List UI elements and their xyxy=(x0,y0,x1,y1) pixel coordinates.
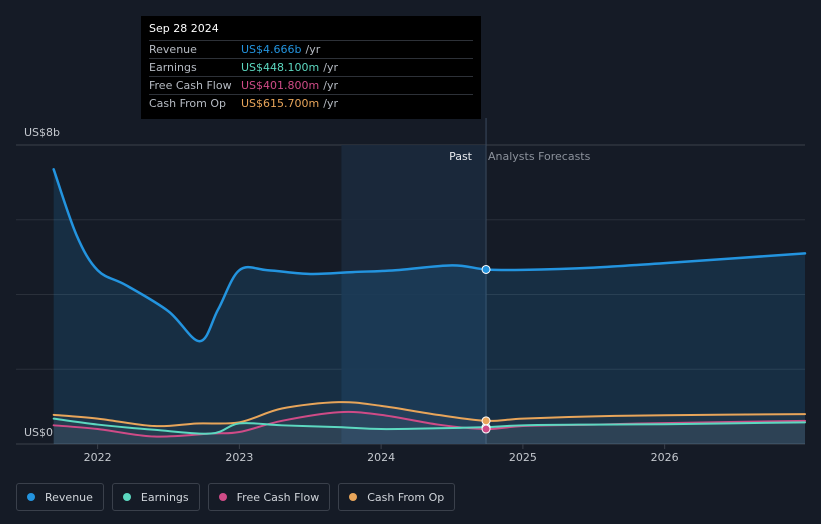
cash-from-op-marker xyxy=(481,416,491,426)
tooltip-unit: /yr xyxy=(305,43,321,56)
legend-item-cash-from-op[interactable]: Cash From Op xyxy=(338,483,456,511)
tooltip-unit: /yr xyxy=(323,97,338,110)
tooltip-unit: /yr xyxy=(323,61,338,74)
legend-label: Earnings xyxy=(140,490,189,504)
tooltip-value: US$4.666b xyxy=(241,43,302,56)
x-tick-label: 2024 xyxy=(367,451,395,464)
tooltip-value: US$401.800m xyxy=(241,79,320,92)
tooltip-label: Revenue xyxy=(149,43,197,56)
legend: Revenue Earnings Free Cash Flow Cash Fro… xyxy=(16,483,456,511)
tooltip-value: US$448.100m xyxy=(241,61,320,74)
past-highlight-band xyxy=(341,145,487,444)
legend-dot-icon xyxy=(122,493,131,501)
revenue-area xyxy=(53,169,805,444)
x-tick-label: 2022 xyxy=(84,451,112,464)
y-axis-bottom-label: US$0 xyxy=(24,426,53,439)
legend-dot-icon xyxy=(218,493,227,501)
x-tick-label: 2025 xyxy=(509,451,537,464)
free-cash-flow-marker xyxy=(481,424,491,434)
legend-label: Free Cash Flow xyxy=(236,490,320,504)
x-tick-label: 2026 xyxy=(651,451,679,464)
tooltip-row-cash-from-op: Cash From Op US$615.700m /yr xyxy=(149,94,473,112)
forecast-label: Analysts Forecasts xyxy=(488,150,591,163)
x-tick-label: 2023 xyxy=(225,451,253,464)
tooltip-unit: /yr xyxy=(323,79,338,92)
tooltip-label: Free Cash Flow xyxy=(149,79,232,92)
highlight-region xyxy=(341,118,487,444)
legend-item-earnings[interactable]: Earnings xyxy=(111,483,200,511)
past-label: Past xyxy=(449,150,473,163)
revenue-line xyxy=(52,168,807,343)
legend-dot-icon xyxy=(27,493,35,501)
x-axis: 2022 2023 2024 2025 2026 xyxy=(84,444,679,464)
legend-item-free-cash-flow[interactable]: Free Cash Flow xyxy=(207,483,331,511)
tooltip-date: Sep 28 2024 xyxy=(149,22,219,35)
tooltip-label: Cash From Op xyxy=(149,97,227,110)
series-lines xyxy=(52,168,807,438)
tooltip-row-revenue: Revenue US$4.666b /yr xyxy=(149,40,473,58)
tooltip-row-free-cash-flow: Free Cash Flow US$401.800m /yr xyxy=(149,76,473,94)
area-layer xyxy=(53,169,805,444)
tooltip-value: US$615.700m xyxy=(241,97,320,110)
revenue-marker xyxy=(481,264,491,274)
earnings-line xyxy=(52,417,806,435)
legend-item-revenue[interactable]: Revenue xyxy=(16,483,104,511)
tooltip-row-earnings: Earnings US$448.100m /yr xyxy=(149,58,473,76)
cash-from-op-line xyxy=(52,401,806,428)
legend-label: Revenue xyxy=(45,490,93,504)
hover-markers xyxy=(481,264,491,434)
legend-dot-icon xyxy=(349,493,358,501)
tooltip-label: Earnings xyxy=(149,61,197,74)
legend-label: Cash From Op xyxy=(367,490,445,504)
tooltip: Sep 28 2024 Revenue US$4.666b /yr Earnin… xyxy=(141,16,481,119)
y-axis-top-label: US$8b xyxy=(24,126,60,139)
